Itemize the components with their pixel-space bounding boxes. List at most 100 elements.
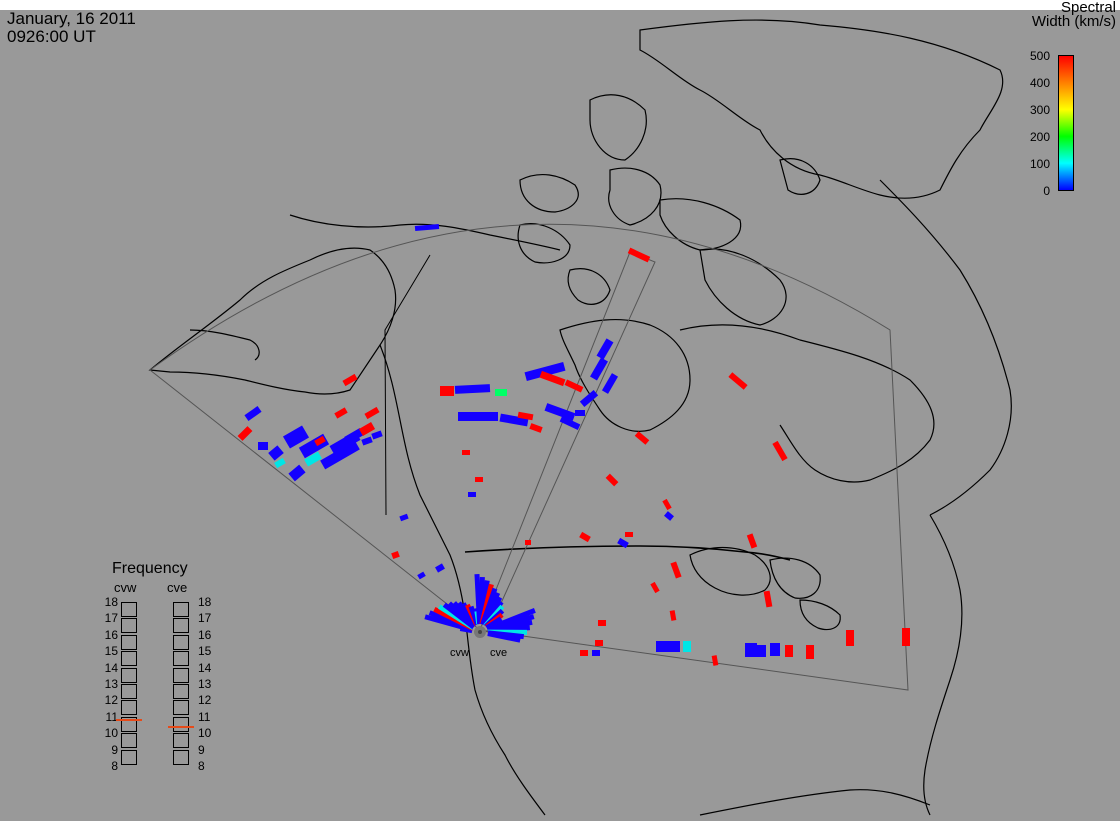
frequency-label-cvw: cvw: [114, 580, 137, 595]
frequency-tick-left: 11: [105, 709, 118, 724]
echo-cell: [763, 590, 773, 608]
frequency-tick-right: 10: [198, 726, 212, 741]
echo-cell: [454, 384, 491, 394]
echo-cell: [575, 410, 585, 416]
echo-cell: [564, 379, 584, 393]
frequency-cell-cvw: [121, 602, 137, 617]
colorbar-tick: 0: [1043, 184, 1050, 198]
frequency-tick-right: 14: [198, 660, 212, 675]
echo-cell: [525, 540, 531, 545]
radar-label-cve: cve: [490, 647, 508, 659]
echo-cell: [664, 511, 674, 521]
echo-cell: [399, 513, 409, 522]
colorbar: [1058, 55, 1074, 191]
top-border: [0, 0, 1120, 10]
echo-cell: [746, 533, 758, 549]
frequency-cell-cvw: [121, 651, 137, 667]
echo-cell: [544, 403, 576, 421]
date-label: January, 16 2011: [7, 9, 136, 28]
time-label: 0926:00 UT: [7, 27, 96, 46]
frequency-label-cve: cve: [167, 580, 188, 595]
echo-cell: [598, 620, 606, 626]
coastlines: [148, 19, 1012, 816]
colorbar-title-line1: Spectral: [1060, 0, 1116, 16]
echo-cell: [361, 436, 373, 446]
echo-cell: [772, 440, 788, 462]
frequency-tick-right: 12: [198, 693, 212, 708]
frequency-cell-cvw: [121, 667, 137, 683]
colorbar-tick: 300: [1029, 103, 1050, 117]
echo-cell: [282, 425, 310, 449]
frequency-cell-cve: [173, 700, 189, 716]
echo-cell: [559, 416, 581, 430]
frequency-cell-cvw: [121, 749, 137, 765]
echo-cell: [846, 630, 854, 646]
frequency-tick-left: 9: [111, 742, 118, 757]
echo-cell: [237, 426, 253, 441]
echo-fan: [487, 631, 521, 643]
echo-cell: [650, 581, 660, 594]
echo-cell: [634, 431, 650, 445]
echo-cell: [417, 571, 426, 580]
echo-cell: [539, 370, 566, 387]
echo-cell: [579, 531, 591, 543]
echo-cell: [683, 641, 691, 652]
frequency-title: Frequency: [112, 560, 188, 577]
frequency-cell-cvw: [121, 716, 137, 732]
echo-cell: [244, 406, 262, 421]
frequency-tick-right: 16: [198, 627, 212, 642]
echo-cell: [334, 407, 348, 419]
frequency-cell-cve: [173, 733, 189, 749]
echo-cell: [414, 223, 440, 232]
echo-cell: [344, 428, 364, 444]
echo-cell: [662, 498, 672, 511]
frequency-cell-cve: [173, 667, 189, 683]
echo-cell: [304, 451, 322, 467]
echo-cell: [391, 550, 400, 560]
echo-cell: [342, 373, 358, 387]
echo-cell: [728, 372, 748, 390]
frequency-tick-right: 15: [198, 644, 212, 659]
echo-cell: [529, 423, 543, 433]
echo-cell: [517, 411, 534, 421]
echo-cell: [358, 422, 376, 436]
echo-cell: [670, 561, 682, 579]
colorbar-tick: 200: [1029, 130, 1050, 144]
colorbar-title-line2: Width (km/s): [1031, 13, 1116, 30]
frequency-tick-right: 13: [198, 677, 212, 691]
echo-cell: [596, 338, 614, 360]
frequency-cell-cve: [173, 618, 189, 634]
echo-cell: [592, 650, 600, 656]
frequency-tick-left: 8: [111, 759, 118, 773]
echo-cell: [656, 641, 680, 652]
echo-cell: [770, 643, 780, 656]
echo-cell: [462, 450, 470, 455]
echo-cell: [617, 537, 629, 549]
echo-cell: [745, 643, 757, 657]
echo-cell: [627, 247, 651, 263]
frequency-marker-cvw: [116, 719, 142, 722]
frequency-tick-left: 13: [104, 677, 118, 691]
frequency-tick-right: 11: [198, 709, 211, 724]
echo-cell: [669, 610, 677, 621]
echo-cell: [468, 492, 476, 497]
echo-cell: [595, 640, 603, 646]
frequency-cell-cvw: [121, 733, 137, 749]
echo-cell: [268, 445, 284, 461]
frequency-tick-left: 16: [104, 627, 118, 642]
echo-cell: [475, 477, 483, 482]
echo-cell: [590, 357, 608, 381]
radar-site-center: [478, 630, 482, 634]
echo-cell: [440, 386, 454, 396]
echo-cell: [258, 442, 268, 450]
radar-echoes: [237, 223, 910, 666]
echo-cell: [580, 650, 588, 656]
echo-cell: [495, 389, 507, 396]
frequency-cell-cve: [173, 651, 189, 667]
echo-cell: [274, 457, 286, 469]
echo-cell: [364, 406, 380, 420]
echo-cell: [785, 645, 793, 657]
echo-cell: [524, 361, 566, 382]
colorbar-tick: 100: [1029, 157, 1050, 171]
